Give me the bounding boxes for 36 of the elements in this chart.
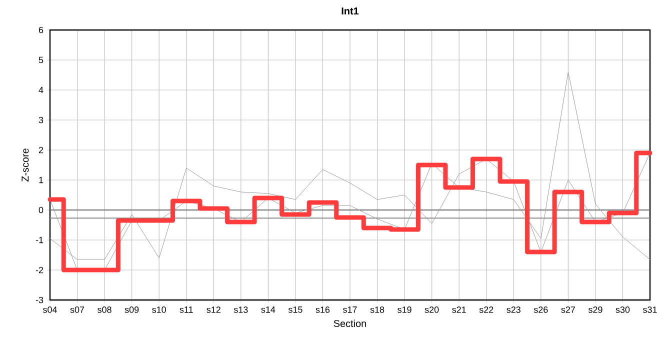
y-tick-label: 5 — [38, 56, 44, 64]
y-tick-label: 1 — [39, 176, 44, 184]
y-tick-label: -1 — [36, 236, 44, 244]
x-tick-label: s09 — [124, 306, 139, 313]
y-axis-title: Z-score — [22, 148, 29, 182]
x-tick-label: s22 — [479, 306, 494, 313]
x-tick-label: s23 — [506, 306, 520, 313]
y-tick-label: -2 — [36, 266, 44, 274]
y-tick-label: 3 — [38, 116, 44, 124]
x-tick-label: s07 — [70, 306, 84, 313]
y-tick-label: 6 — [38, 26, 44, 34]
chart-title: Int1 — [342, 8, 359, 15]
x-tick-label: s30 — [616, 306, 630, 313]
x-tick-label: s12 — [206, 306, 220, 313]
x-tick-label: s26 — [534, 306, 548, 313]
y-tick-label: 4 — [38, 86, 44, 94]
x-tick-label: s20 — [424, 306, 439, 313]
x-tick-label: s04 — [43, 306, 57, 313]
y-tick-label: -3 — [36, 296, 44, 304]
x-tick-label: s31 — [643, 306, 657, 313]
x-axis-title: Section — [334, 320, 366, 328]
x-tick-label: s08 — [98, 306, 112, 313]
x-tick-label: s18 — [370, 306, 384, 313]
x-tick-label: s27 — [561, 306, 575, 313]
y-tick-label: 0 — [38, 206, 44, 214]
x-tick-label: s14 — [261, 306, 276, 313]
x-tick-label: s19 — [398, 306, 412, 313]
x-tick-label: s10 — [152, 306, 166, 313]
x-tick-label: s15 — [288, 306, 302, 313]
x-tick-label: s11 — [180, 306, 193, 313]
x-tick-label: s13 — [234, 306, 248, 313]
y-tick-label: 2 — [38, 146, 44, 154]
x-tick-label: s16 — [316, 306, 330, 313]
x-tick-label: s21 — [452, 306, 466, 313]
x-tick-label: s17 — [343, 306, 357, 313]
x-tick-label: s29 — [588, 306, 602, 313]
